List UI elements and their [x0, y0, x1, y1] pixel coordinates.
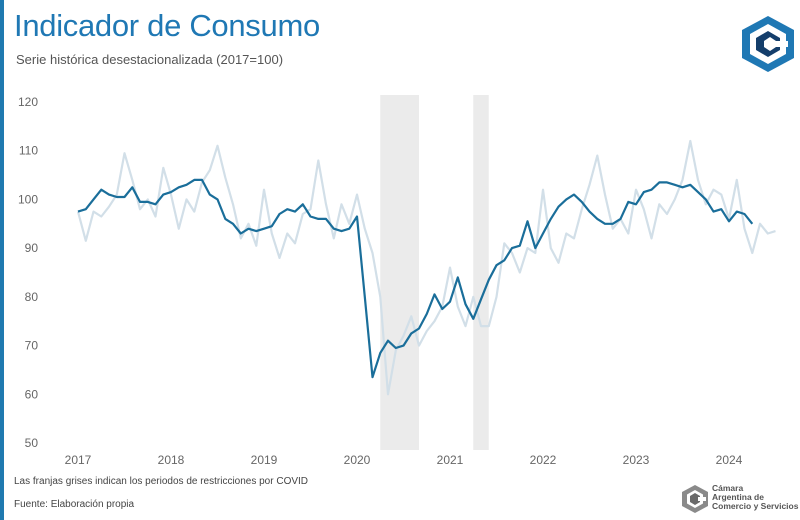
- x-tick-label: 2021: [437, 453, 464, 467]
- x-tick-label: 2022: [530, 453, 557, 467]
- x-tick-label: 2018: [158, 453, 185, 467]
- y-tick-label: 70: [25, 339, 39, 353]
- series-line-raw: [76, 139, 776, 396]
- y-tick-label: 60: [25, 387, 39, 401]
- y-tick-label: 50: [25, 436, 39, 450]
- x-tick-label: 2023: [623, 453, 650, 467]
- y-tick-label: 90: [25, 241, 39, 255]
- page-subtitle: Serie histórica desestacionalizada (2017…: [16, 52, 284, 67]
- footer-org-name: Cámara Argentina de Comercio y Servicios: [712, 484, 800, 511]
- y-tick-label: 100: [18, 192, 38, 206]
- footnote: Las franjas grises indican los periodos …: [14, 476, 309, 487]
- x-tick-label: 2020: [344, 453, 371, 467]
- series-line-main: [77, 178, 754, 379]
- footer-org-line: Cámara: [712, 483, 744, 493]
- source-note: Fuente: Elaboración propia: [14, 499, 135, 510]
- line-chart: 50 60 70 80 90 100 110 120 2017 2018 2019 2020 2021 2…: [18, 95, 776, 467]
- footer-org-line: Argentina de: [712, 492, 764, 502]
- covid-band: [380, 95, 419, 450]
- x-tick-label: 2017: [65, 453, 92, 467]
- x-tick-label: 2024: [716, 453, 743, 467]
- x-tick-label: 2019: [251, 453, 278, 467]
- footer-org-line: Comercio y Servicios: [712, 501, 799, 511]
- page-title: Indicador de Consumo: [14, 8, 320, 43]
- covid-band: [473, 95, 489, 450]
- accent-bar: [0, 0, 4, 520]
- y-tick-label: 110: [19, 144, 38, 158]
- y-tick-label: 80: [25, 290, 39, 304]
- y-tick-label: 120: [18, 95, 38, 109]
- footer-logo-icon: [682, 485, 708, 513]
- cac-logo-icon: [742, 16, 794, 72]
